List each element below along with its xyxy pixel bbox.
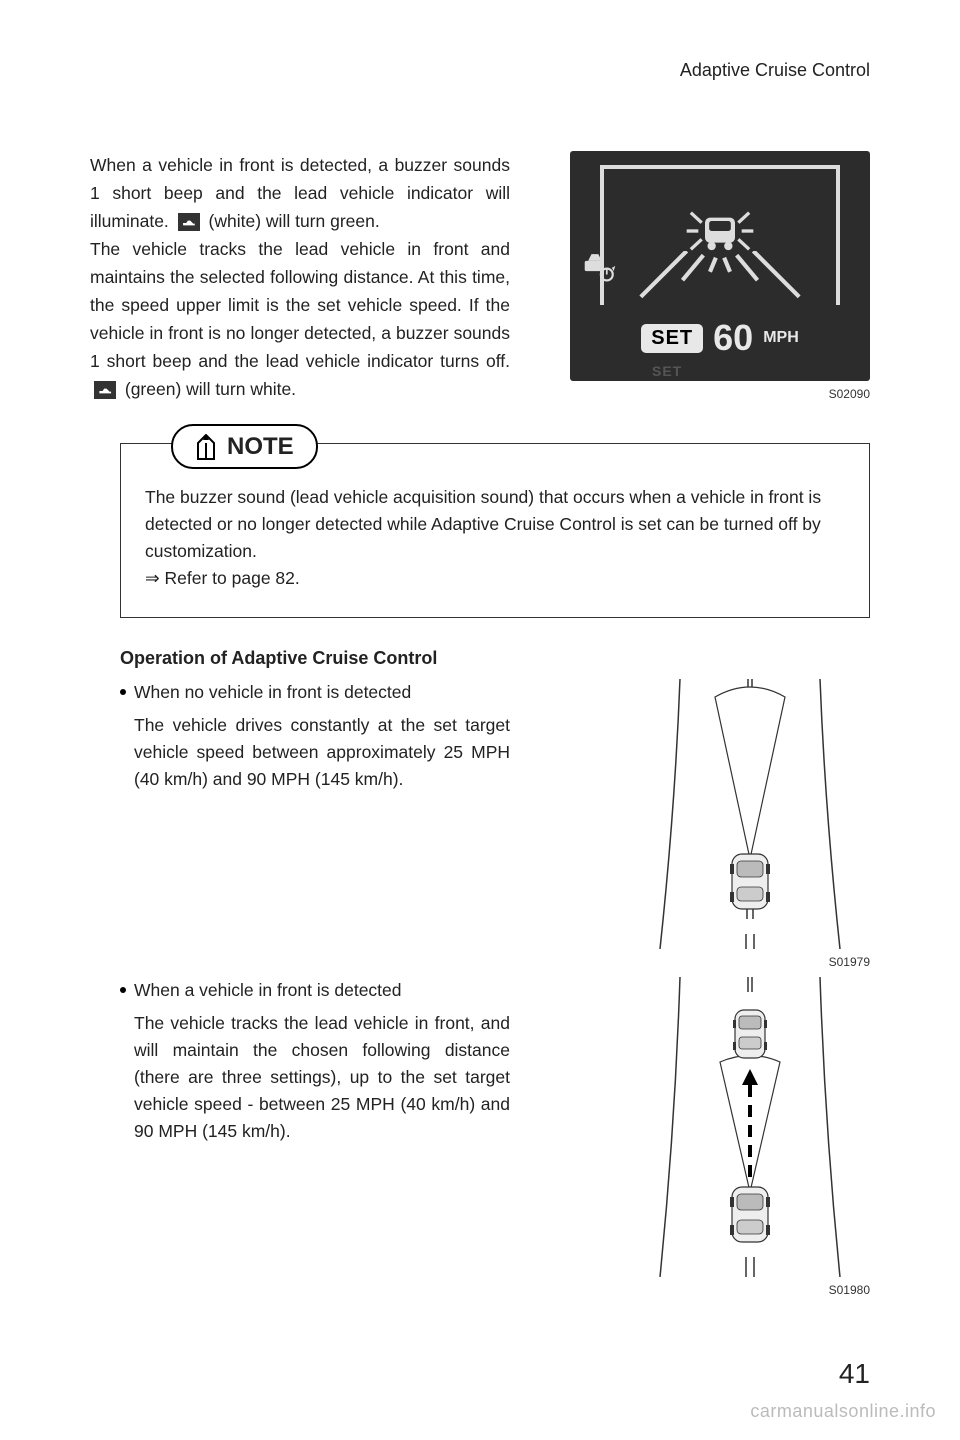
bullet1-fig: S01979 bbox=[540, 679, 870, 969]
para1-line2: (white) will turn green. bbox=[209, 211, 380, 231]
bullet2-row: When a vehicle in front is detected The … bbox=[120, 977, 870, 1297]
set-shadow: SET bbox=[652, 363, 682, 379]
bullet1-title: When no vehicle in front is detected bbox=[134, 679, 411, 706]
bullet1-row: When no vehicle in front is detected The… bbox=[120, 679, 870, 969]
intro-text: When a vehicle in front is detected, a b… bbox=[90, 151, 510, 403]
bullet1-body: The vehicle drives constantly at the set… bbox=[134, 712, 510, 793]
para1-line4: (green) will turn white. bbox=[125, 379, 296, 399]
dashboard-figure: SET 60 MPH SET bbox=[570, 151, 870, 381]
cruise-icon bbox=[94, 381, 116, 399]
figure-id: S01980 bbox=[829, 1283, 870, 1297]
lead-vehicle-icon bbox=[582, 249, 618, 283]
bullet2-title: When a vehicle in front is detected bbox=[134, 977, 402, 1004]
intro-figure-col: SET 60 MPH SET S02090 bbox=[540, 151, 870, 403]
set-unit: MPH bbox=[763, 329, 799, 347]
watermark: carmanualsonline.info bbox=[750, 1401, 936, 1422]
manual-page: Adaptive Cruise Control When a vehicle i… bbox=[0, 0, 960, 1440]
dash-lane-icon bbox=[620, 251, 820, 301]
dash-car-icon bbox=[685, 206, 755, 256]
intro-row: When a vehicle in front is detected, a b… bbox=[90, 151, 870, 403]
road-figure-2 bbox=[640, 977, 860, 1277]
note-label: NOTE bbox=[171, 424, 318, 469]
note-label-text: NOTE bbox=[227, 428, 294, 465]
note-body: The buzzer sound (lead vehicle acquisiti… bbox=[145, 484, 845, 565]
bullet1-text: When no vehicle in front is detected The… bbox=[120, 679, 510, 969]
operation-subhead: Operation of Adaptive Cruise Control bbox=[120, 648, 870, 669]
road-figure-1 bbox=[640, 679, 860, 949]
figure-id: S02090 bbox=[829, 387, 870, 401]
page-number: 41 bbox=[839, 1358, 870, 1390]
para1-line3: The vehicle tracks the lead vehicle in f… bbox=[90, 239, 510, 371]
bullet-dot bbox=[120, 689, 126, 695]
bullet2-fig: S01980 bbox=[540, 977, 870, 1297]
pencil-icon bbox=[195, 434, 217, 460]
set-speed: 60 bbox=[713, 317, 753, 359]
page-header: Adaptive Cruise Control bbox=[90, 60, 870, 81]
note-box: NOTE The buzzer sound (lead vehicle acqu… bbox=[120, 443, 870, 618]
figure-id: S01979 bbox=[829, 955, 870, 969]
set-badge: SET bbox=[641, 324, 703, 353]
dash-set-row: SET 60 MPH bbox=[570, 317, 870, 359]
bullet-dot bbox=[120, 987, 126, 993]
bullet2-body: The vehicle tracks the lead vehicle in f… bbox=[134, 1010, 510, 1146]
cruise-icon bbox=[178, 213, 200, 231]
note-ref: ⇒ Refer to page 82. bbox=[145, 565, 845, 592]
bullet2-text: When a vehicle in front is detected The … bbox=[120, 977, 510, 1297]
